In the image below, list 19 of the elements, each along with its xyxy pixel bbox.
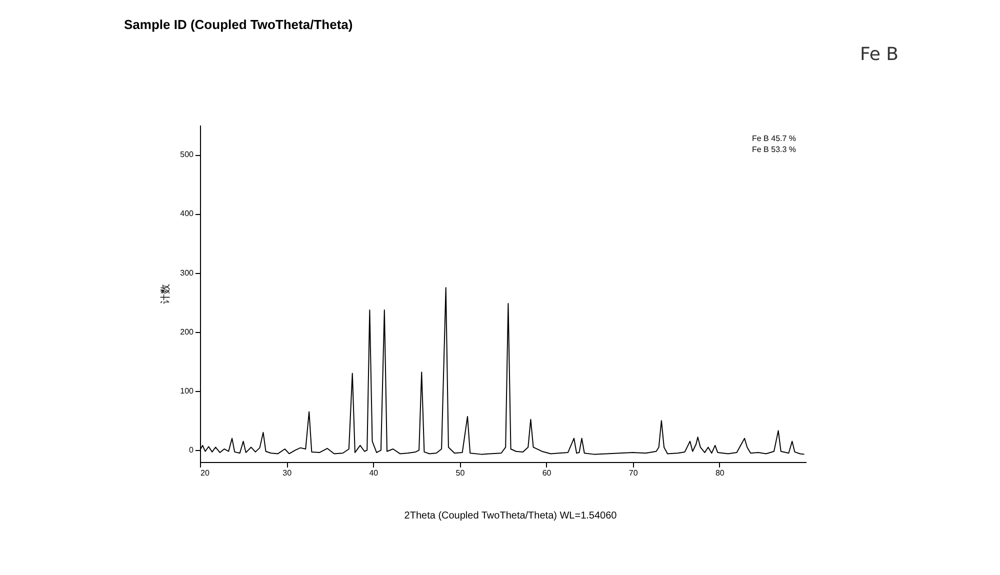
annotation: Fe B 53.3 %	[752, 145, 796, 154]
y-tick-label: 200	[180, 327, 194, 336]
y-axis-title: 计数	[160, 284, 172, 304]
chart-title: Sample ID (Coupled TwoTheta/Theta)	[124, 17, 353, 32]
x-tick-label: 70	[628, 468, 638, 478]
text: Fe B	[860, 44, 899, 65]
x-tick-label: 40	[369, 468, 379, 478]
x-tick-label: 30	[282, 468, 292, 478]
annotation: Fe B 45.7 %	[752, 134, 796, 143]
x-tick-label: 80	[715, 468, 725, 478]
y-tick-label: 400	[180, 209, 194, 218]
x-tick-label: 20	[200, 468, 210, 478]
x-tick-label: 50	[456, 468, 466, 478]
y-tick-label: 300	[180, 268, 194, 278]
x-axis-title: 2Theta (Coupled TwoTheta/Theta) WL=1.54060	[404, 510, 618, 522]
x-tick-label: 60	[542, 468, 552, 478]
y-tick-label: 100	[180, 386, 194, 396]
y-tick-label: 500	[180, 150, 194, 160]
y-tick-label: 0	[189, 446, 194, 455]
